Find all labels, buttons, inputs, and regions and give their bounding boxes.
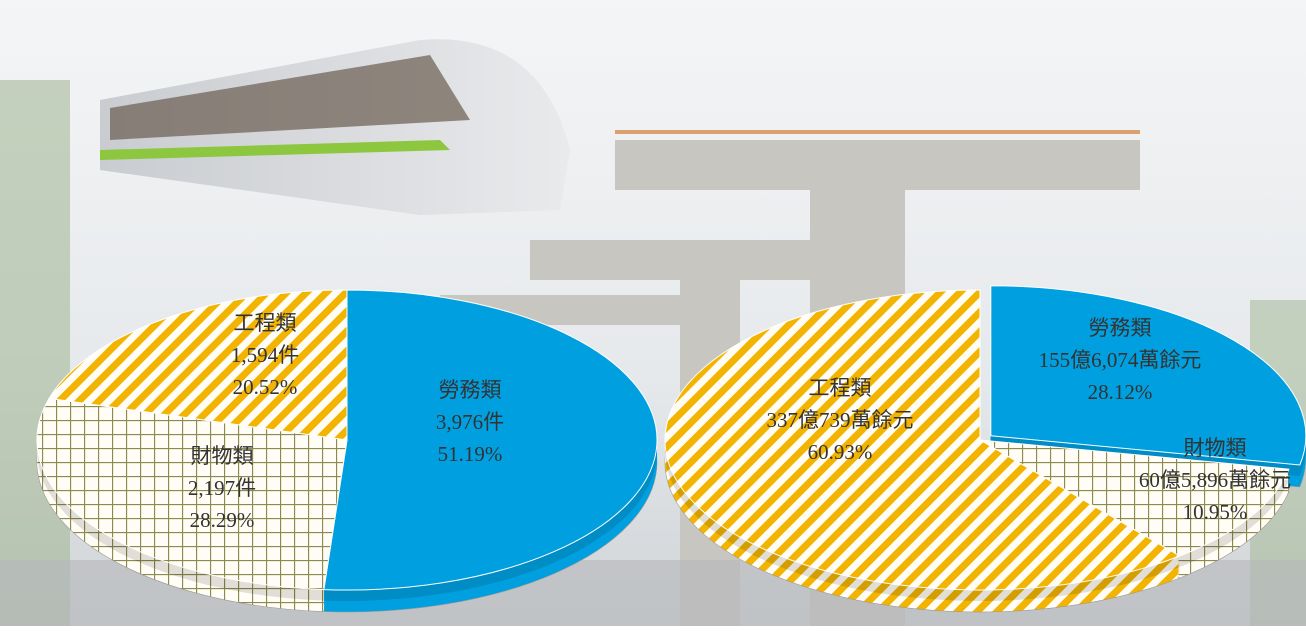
value-label: 10.95% [1183, 500, 1248, 524]
count-label: 155億6,074萬餘元 [1039, 348, 1202, 372]
value-label: 28.29% [190, 508, 255, 532]
count-label: 1,594件 [231, 343, 299, 367]
category-label: 工程類 [809, 376, 872, 400]
count-label: 2,197件 [188, 476, 256, 500]
value-label: 51.19% [438, 442, 503, 466]
category-label: 工程類 [234, 311, 297, 335]
value-label: 28.12% [1088, 380, 1153, 404]
pie-slice [979, 439, 1290, 557]
count-label: 3,976件 [436, 410, 504, 434]
category-label: 財物類 [191, 444, 254, 468]
pie-slice [48, 289, 348, 441]
value-label: 20.52% [233, 375, 298, 399]
count-label: 337億739萬餘元 [767, 408, 914, 432]
category-label: 勞務類 [1089, 316, 1152, 340]
pie-slice [36, 397, 348, 591]
category-label: 勞務類 [439, 378, 502, 402]
category-label: 財物類 [1184, 436, 1247, 460]
pie-slice [664, 289, 1181, 591]
pie-slice [323, 289, 658, 591]
value-label: 60.93% [808, 440, 873, 464]
count-label: 60億5,896萬餘元 [1139, 468, 1291, 492]
trees-left [0, 80, 70, 626]
train [100, 39, 570, 215]
